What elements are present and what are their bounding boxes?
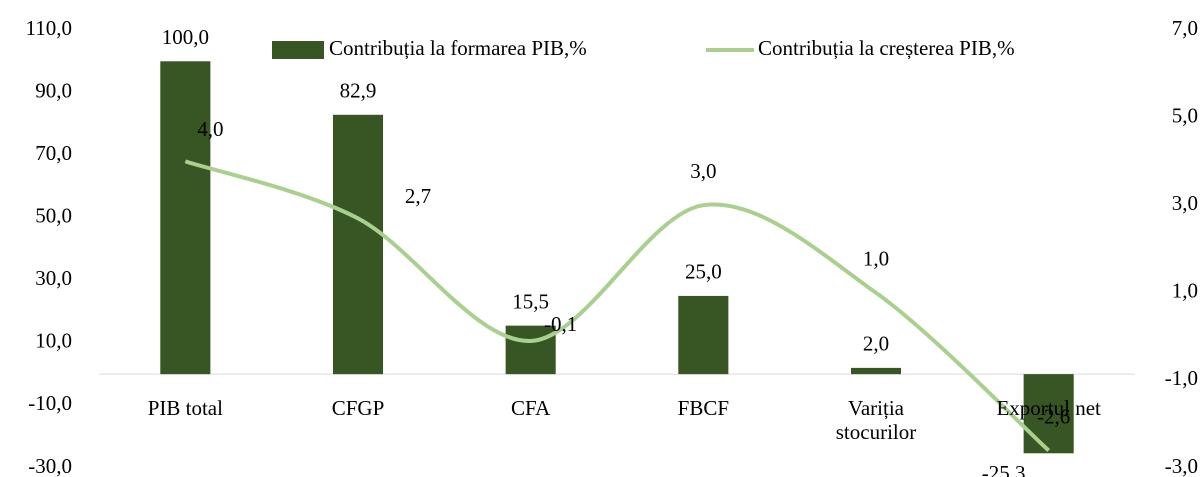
data-label: 1,0 (863, 247, 889, 271)
y2-tick-label: -3,0 (1165, 454, 1198, 477)
data-label: 2,7 (405, 184, 431, 208)
y-tick-label: 110,0 (26, 16, 72, 40)
y-tick-label: -10,0 (28, 391, 72, 415)
data-label: 2,0 (863, 332, 889, 356)
bar (505, 325, 556, 375)
data-label: 25,0 (685, 260, 722, 284)
bar (1023, 374, 1074, 454)
legend-label: Contribuția la creșterea PIB,% (758, 36, 1015, 60)
data-label: -25,3 (982, 461, 1026, 477)
y2-tick-label: 3,0 (1172, 191, 1198, 215)
y2-tick-label: -1,0 (1165, 366, 1198, 390)
y-tick-label: -30,0 (28, 454, 72, 477)
y2-tick-label: 7,0 (1172, 16, 1198, 40)
x-tick-label: Variția stocurilor (835, 396, 917, 444)
x-tick-label: CFGP (331, 396, 385, 420)
data-label: 4,0 (197, 117, 223, 141)
data-label: -0,1 (544, 312, 577, 336)
bar (678, 295, 729, 375)
y-tick-label: 90,0 (35, 78, 72, 102)
legend-swatch (272, 41, 324, 59)
data-label: 3,0 (690, 159, 716, 183)
bar (850, 367, 902, 375)
y2-tick-label: 5,0 (1172, 103, 1198, 127)
y-tick-label: 70,0 (35, 141, 72, 165)
x-tick-label: Exportul net (996, 396, 1101, 420)
x-tick-label: PIB total (147, 396, 223, 420)
y-tick-label: 50,0 (35, 204, 72, 228)
data-label: 15,5 (512, 289, 549, 313)
y-tick-label: 10,0 (35, 329, 72, 353)
y-tick-label: 30,0 (35, 266, 72, 290)
data-label: -2,6 (1037, 404, 1070, 428)
x-tick-label: FBCF (677, 396, 730, 420)
legend-label: Contribuția la formarea PIB,% (329, 36, 587, 60)
y2-tick-label: 1,0 (1172, 279, 1198, 303)
data-label: 100,0 (162, 25, 209, 49)
bar (160, 61, 211, 375)
data-label: 82,9 (340, 79, 377, 103)
line (184, 159, 1051, 452)
bar (332, 114, 384, 375)
x-tick-label: CFA (511, 396, 551, 420)
